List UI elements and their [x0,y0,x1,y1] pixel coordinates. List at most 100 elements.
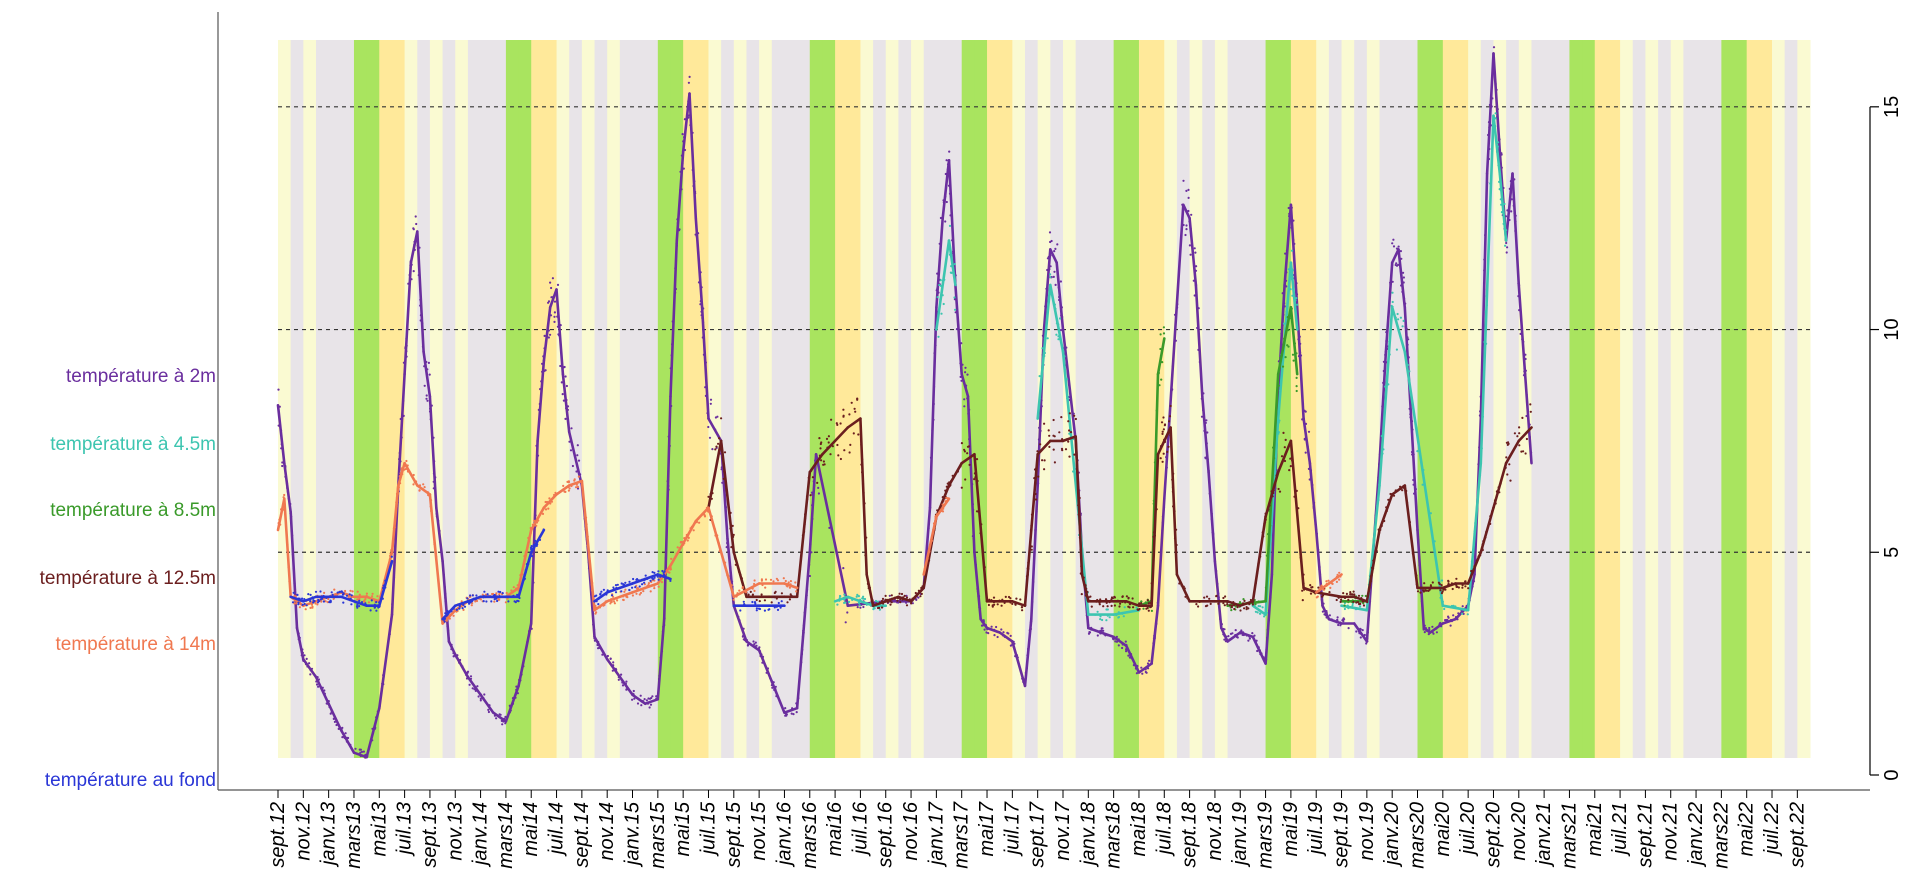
data-point [928,550,931,553]
data-point [758,646,761,649]
data-point [1331,582,1334,586]
data-point [780,600,783,603]
data-point [1155,409,1158,412]
data-point [1289,465,1292,468]
data-point [1215,594,1218,598]
data-point [664,556,667,560]
data-point [1421,483,1424,486]
data-point [1366,635,1369,638]
data-point [1304,410,1307,413]
data-point [966,445,970,448]
series-segment [428,395,438,509]
data-point [882,602,885,605]
data-point [1058,431,1061,434]
data-point [419,304,422,307]
data-point [667,484,670,488]
data-point [483,693,486,696]
data-point [927,527,930,530]
series-segment [1365,528,1381,603]
data-point [981,624,985,627]
data-point [1216,582,1219,586]
data-point [1298,355,1302,358]
data-point [1357,630,1360,633]
data-point [1189,227,1192,230]
data-point [1172,505,1175,508]
data-point [1099,632,1103,635]
series-segment [416,230,425,354]
data-point [801,648,804,651]
data-point [1264,586,1267,589]
data-point [421,322,424,325]
data-point [1296,303,1299,306]
data-point [612,586,615,589]
data-point [1004,595,1007,599]
season-band [733,40,747,758]
data-point [1033,468,1037,471]
data-point [316,601,320,604]
data-point [290,529,293,533]
data-point [1155,622,1158,625]
data-point [1412,483,1415,486]
data-point [1303,438,1306,441]
data-point [1034,492,1037,496]
data-point [1322,602,1325,605]
data-point [358,596,361,600]
data-point [625,594,628,597]
data-point [298,606,301,609]
series-segment [979,617,989,630]
data-point [864,601,868,605]
data-point [391,603,394,606]
data-point [403,463,406,466]
data-point [949,214,952,217]
data-point [1457,612,1460,615]
data-point [653,576,656,579]
data-point [939,279,942,282]
data-point [1508,187,1511,190]
data-point [556,492,560,495]
data-point [531,547,534,550]
data-point [1125,643,1128,647]
data-point [1474,557,1477,560]
data-point [1210,512,1213,515]
data-point [1009,634,1012,638]
data-point [1052,418,1055,422]
data-point [279,429,282,432]
series-segment [618,582,634,590]
series-segment [1150,604,1160,665]
data-point [501,723,504,726]
data-point [774,685,777,688]
data-point [553,300,557,303]
data-point [456,654,459,657]
data-point [910,599,914,602]
data-point [514,696,517,699]
data-point [1405,327,1408,330]
data-point [803,523,806,526]
data-point [1497,164,1500,167]
data-point [1411,552,1414,555]
data-point [564,375,567,378]
data-point [1487,157,1491,161]
series-segment [1061,350,1090,616]
data-point [1359,636,1362,639]
data-point [487,708,490,712]
data-point [1347,627,1350,630]
data-point [1327,579,1330,582]
data-point [646,584,649,588]
data-point [944,172,947,176]
data-point [950,265,953,268]
data-point [1057,338,1060,341]
data-point [381,682,384,685]
data-point [1245,606,1248,609]
data-point [1427,630,1430,633]
series-segment [1314,591,1343,599]
data-point [358,593,361,596]
data-point [469,601,472,604]
data-point [493,714,496,717]
data-point [329,599,332,602]
data-point [1464,580,1467,583]
data-point [432,487,435,490]
data-point [827,441,830,444]
data-point [1497,486,1500,489]
series-segment [1308,461,1318,532]
data-point [940,312,943,315]
